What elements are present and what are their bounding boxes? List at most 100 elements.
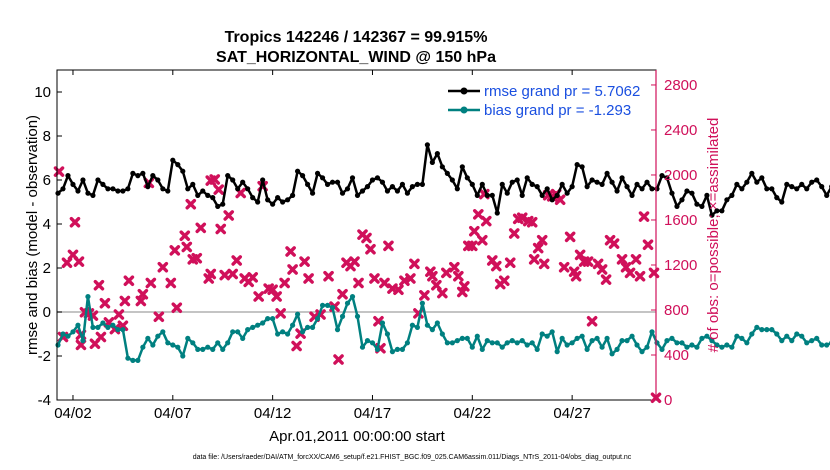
- bias-point: [789, 338, 795, 344]
- bias-point: [694, 344, 700, 350]
- rmse-point: [434, 151, 440, 157]
- bias-point: [539, 331, 545, 337]
- obs-assimilated-marker: [349, 256, 360, 267]
- obs-assimilated-marker: [516, 212, 528, 224]
- rmse-point: [569, 184, 575, 190]
- rmse-point: [95, 177, 101, 183]
- obs-assimilated-marker: [195, 222, 207, 234]
- bias-point: [309, 324, 316, 330]
- obs-assimilated-marker: [291, 340, 302, 352]
- rmse-point: [794, 186, 800, 192]
- bias-point: [684, 344, 690, 350]
- bias-point: [724, 342, 730, 348]
- rmse-point: [809, 179, 815, 185]
- obs-assimilated-marker: [480, 215, 492, 227]
- obs-assimilated-marker: [508, 228, 520, 239]
- rmse-series-layer: [55, 142, 830, 218]
- obs-assimilated-marker: [275, 308, 286, 319]
- bias-point: [514, 340, 520, 346]
- rmse-point: [459, 164, 465, 170]
- obs-assimilated-marker: [596, 264, 608, 275]
- obs-assimilated-marker: [227, 268, 239, 280]
- obs-assimilated-marker: [323, 270, 334, 282]
- bias-point: [709, 338, 715, 344]
- rmse-point: [344, 186, 351, 192]
- bias-point: [659, 346, 665, 352]
- bias-point: [569, 340, 575, 346]
- bias-point: [85, 294, 91, 300]
- rmse-point: [409, 184, 416, 190]
- bias-point: [205, 344, 211, 350]
- obs-assimilated-marker: [558, 261, 570, 273]
- rmse-point: [634, 181, 640, 187]
- legend-rmse-marker: [460, 87, 468, 95]
- bias-point: [270, 316, 276, 322]
- legend-rmse-label: rmse grand pr = 5.7062: [484, 83, 640, 100]
- rmse-point: [250, 195, 256, 201]
- bias-point: [504, 340, 510, 346]
- obs-assimilated-marker: [472, 209, 484, 220]
- bias-point: [764, 327, 770, 333]
- obs-assimilated-marker: [279, 277, 290, 289]
- rmse-point: [499, 181, 505, 187]
- rmse-point: [175, 162, 181, 168]
- rmse-point: [140, 170, 146, 176]
- obs-assimilated-marker: [169, 245, 181, 256]
- bias-point: [699, 335, 705, 341]
- rmse-point: [684, 188, 690, 194]
- bias-point: [334, 327, 341, 333]
- rmse-point: [215, 203, 221, 209]
- bias-point: [364, 338, 371, 344]
- obs-assimilated-marker: [476, 234, 488, 246]
- bias-point: [589, 338, 595, 344]
- left-y-tick-label: 8: [43, 128, 51, 145]
- rmse-point: [504, 190, 510, 196]
- bias-point: [359, 344, 366, 350]
- bias-point: [260, 320, 266, 326]
- obs-assimilated-marker: [634, 270, 646, 282]
- obs-assimilated-marker: [467, 240, 478, 252]
- obs-assimilated-marker: [191, 252, 203, 264]
- obs-assimilated-marker: [119, 295, 131, 307]
- obs-assimilated-marker: [157, 261, 169, 273]
- obs-assimilated-marker: [409, 258, 420, 270]
- obs-assimilated-marker: [449, 261, 460, 273]
- rmse-point: [180, 168, 186, 174]
- obs-assimilated-marker: [205, 268, 217, 280]
- rmse-point: [644, 179, 650, 185]
- bias-point: [489, 340, 495, 346]
- rmse-point: [724, 197, 730, 203]
- bias-point: [774, 331, 780, 337]
- obs-assimilated-marker: [600, 274, 612, 285]
- bias-point: [180, 353, 186, 359]
- bias-point: [369, 340, 376, 346]
- bias-point: [564, 342, 570, 348]
- obs-assimilated-marker: [231, 255, 243, 266]
- bias-point: [324, 302, 331, 308]
- rmse-point: [739, 186, 745, 192]
- obs-assimilated-marker: [437, 287, 448, 299]
- obs-assimilated-marker: [616, 254, 628, 265]
- rmse-point: [454, 186, 460, 192]
- bias-point: [235, 329, 241, 335]
- rmse-point: [729, 192, 735, 198]
- rmse-point: [235, 186, 241, 192]
- bias-point: [240, 335, 246, 341]
- bias-point: [689, 342, 695, 348]
- bias-point: [329, 305, 336, 311]
- bias-point: [729, 344, 735, 350]
- bias-point: [65, 333, 71, 339]
- obs-assimilated-marker: [532, 242, 544, 254]
- bias-point: [739, 335, 745, 341]
- obs-assimilated-marker: [431, 279, 442, 291]
- rmse-point: [170, 157, 176, 163]
- rmse-point: [160, 186, 166, 192]
- bias-point: [150, 342, 156, 348]
- bias-point: [220, 346, 226, 352]
- rmse-point: [614, 188, 620, 194]
- bias-point: [285, 331, 291, 337]
- rmse-point: [549, 197, 555, 203]
- bias-point: [80, 338, 86, 344]
- bias-point: [250, 324, 256, 330]
- rmse-point: [819, 184, 825, 190]
